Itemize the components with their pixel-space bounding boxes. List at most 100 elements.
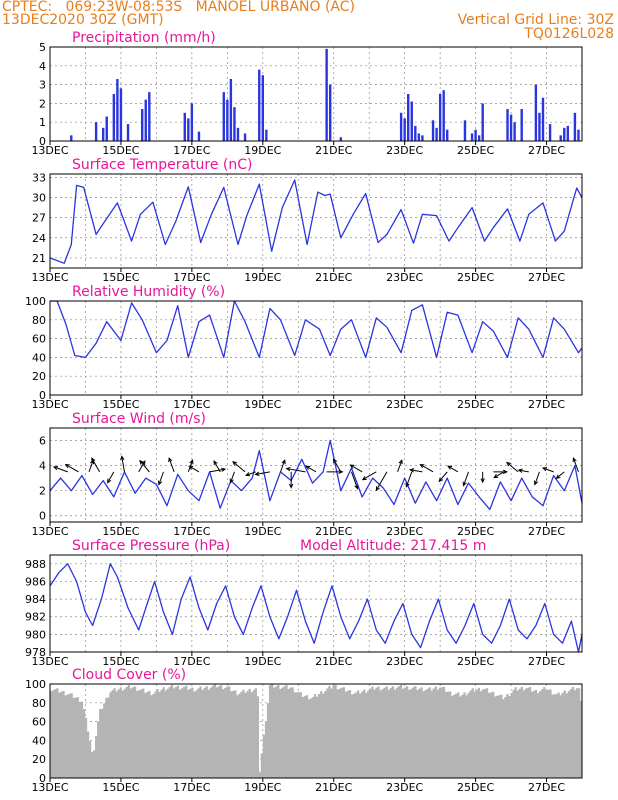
cloud-bar <box>170 684 174 778</box>
cloud-bar <box>577 688 581 778</box>
cloud-bar <box>60 691 63 778</box>
cloud-bar <box>56 688 59 778</box>
pressure-ytick-label: 988 <box>25 558 46 571</box>
cloud-bar <box>451 695 454 778</box>
cloud-bar <box>250 692 253 778</box>
wind-arrowhead <box>288 483 294 489</box>
wind-ytick-label: 0 <box>39 510 46 523</box>
wind-arrowhead <box>139 459 144 465</box>
cloud-bar <box>555 694 558 778</box>
cloud-bar <box>285 685 288 778</box>
precip-bar <box>431 120 435 141</box>
wind-xtick-label: 17DEC <box>173 525 210 538</box>
cloud-bar <box>219 685 223 778</box>
temperature-frame <box>49 173 583 269</box>
cloud-bar <box>494 696 497 778</box>
cloud-bar <box>328 685 331 778</box>
cloud-bar <box>281 687 284 778</box>
wind-arrow <box>232 461 246 473</box>
cloud-bar <box>228 686 231 778</box>
precip-xtick-label: 17DEC <box>173 144 210 157</box>
humidity-series-line <box>50 300 583 359</box>
wind-arrow <box>168 457 175 473</box>
pressure-xtick-label: 27DEC <box>528 655 565 668</box>
wind-arrow <box>188 465 200 473</box>
precip-bar <box>105 116 108 141</box>
precip-bar <box>197 131 201 141</box>
cloud-bar <box>373 689 376 778</box>
precip-bar <box>513 122 516 141</box>
cloud-bar <box>512 689 515 778</box>
cloud-bar <box>379 690 382 778</box>
cloud-bar <box>307 699 311 778</box>
precip-ytick-label: 3 <box>39 79 46 92</box>
cloud-bar <box>201 689 204 778</box>
cloud-bar <box>189 688 192 778</box>
wind-arrowhead <box>157 480 163 486</box>
cloud-bar <box>522 690 526 778</box>
cloud-bar <box>248 688 251 778</box>
cloud-bar <box>440 687 444 778</box>
pressure-ytick-label: 978 <box>25 646 46 659</box>
wind-arrow <box>556 471 565 479</box>
precip-bar <box>520 109 523 141</box>
cloud-bar <box>174 686 178 778</box>
cloud-bar <box>422 691 425 778</box>
cloud-bar <box>387 689 390 778</box>
cloud-bar <box>322 693 325 778</box>
cloud-bar <box>506 693 509 778</box>
cloud-bar <box>178 689 182 778</box>
wind-frame <box>49 427 583 523</box>
cloud-bar <box>354 692 358 778</box>
cloud-bar <box>266 703 270 778</box>
precip-bar <box>258 69 261 141</box>
wind-arrowhead <box>188 465 194 470</box>
cloud-bar <box>144 692 147 778</box>
precip-bar <box>70 135 73 141</box>
cloud-bar <box>252 690 255 778</box>
cloud-bar <box>344 691 347 778</box>
cloud-bar <box>545 690 548 778</box>
wind-arrow <box>420 464 434 473</box>
pressure-xtick-label: 25DEC <box>457 655 494 668</box>
cloud-bar <box>375 687 378 778</box>
wind-arrow <box>230 471 235 483</box>
cloud-bar <box>571 687 575 778</box>
cloud-bar <box>131 687 135 778</box>
cloud-bar <box>162 687 165 778</box>
temperature-xtick-label: 17DEC <box>173 271 210 284</box>
cloud-ytick-label: 40 <box>32 734 46 747</box>
wind-arrow <box>107 471 115 483</box>
wind-arrow <box>286 468 306 473</box>
cloud-bar <box>418 688 421 778</box>
wind-arrowhead <box>232 461 238 466</box>
cloud-bar <box>406 686 409 778</box>
temperature-xtick-label: 27DEC <box>528 271 565 284</box>
wind-arrowhead <box>541 467 548 472</box>
cloud-bar <box>414 686 417 778</box>
cloud-bar <box>270 684 274 778</box>
wind-arrowhead <box>189 459 194 465</box>
cloud-bar <box>246 690 249 778</box>
cloud-bar <box>428 687 431 778</box>
cloud-bar <box>383 687 386 778</box>
cloud-bar <box>80 701 84 778</box>
cloud-bar <box>393 689 397 778</box>
humidity-xtick-label: 25DEC <box>457 398 494 411</box>
precip-bar <box>226 99 229 141</box>
cloud-bar <box>549 689 552 778</box>
model-id: TQ0126L028 <box>524 26 614 42</box>
cloud-bar <box>234 690 237 778</box>
cloud-bar <box>457 692 460 778</box>
cloud-bar <box>403 687 407 778</box>
precip-bar <box>541 97 545 141</box>
cloud-bar <box>291 687 294 778</box>
cloud-bar <box>534 689 538 778</box>
cloud-bar <box>92 750 96 778</box>
cloud-bar <box>502 699 505 778</box>
temperature-xtick-label: 21DEC <box>315 271 352 284</box>
cloud-bar <box>172 688 176 778</box>
wind-arrow <box>209 468 226 473</box>
wind-ytick-label: 4 <box>39 460 46 473</box>
wind-arrow <box>350 471 359 489</box>
